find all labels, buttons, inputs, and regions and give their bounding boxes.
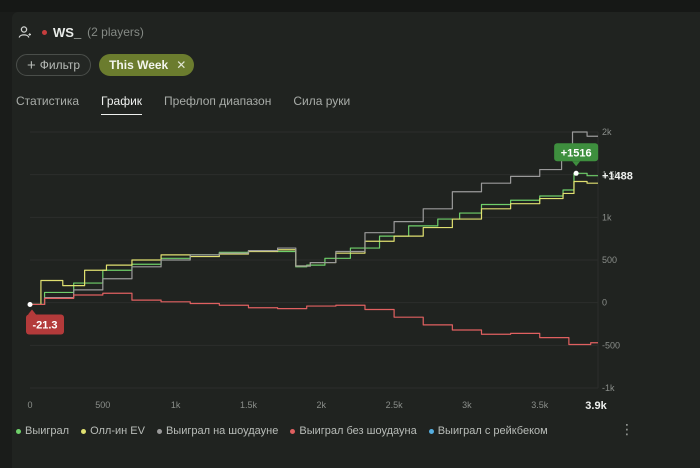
legend-item[interactable]: Выиграл с рейкбеком xyxy=(428,425,548,437)
x-tick-label: 2.5k xyxy=(386,400,404,410)
player-header: WS_ (2 players) xyxy=(18,22,144,42)
players-count: (2 players) xyxy=(87,25,144,39)
tab-bar: Статистика График Префлоп диапазон Сила … xyxy=(16,94,350,115)
x-tick-label: 0 xyxy=(27,400,32,410)
player-name[interactable]: WS_ xyxy=(53,24,82,40)
tab-statistics[interactable]: Статистика xyxy=(16,94,80,108)
peak-callout xyxy=(554,143,599,162)
legend-label: Выиграл с рейкбеком xyxy=(437,425,548,437)
x-tick-label: 2k xyxy=(317,400,327,410)
series-line xyxy=(30,131,598,306)
legend-item[interactable]: Выиграл xyxy=(16,425,69,437)
top-strip xyxy=(0,0,700,12)
start-callout xyxy=(26,314,64,335)
y-tick-label: -500 xyxy=(602,340,620,350)
legend-label: Выиграл без шоудауна xyxy=(299,425,417,437)
peak-label: +1516 xyxy=(561,147,592,159)
peak-callout-arrow xyxy=(572,161,581,167)
user-icon xyxy=(18,26,31,38)
add-filter-button[interactable]: + Фильтр xyxy=(16,54,92,76)
end-value-label: +1488 xyxy=(602,171,633,183)
legend-label: Выиграл xyxy=(25,425,70,437)
this-week-label: This Week xyxy=(109,58,169,72)
start-marker xyxy=(27,301,33,307)
start-callout-arrow xyxy=(28,309,36,315)
legend-label: Олл-ин EV xyxy=(90,425,145,437)
peak-marker xyxy=(573,170,579,176)
y-tick-label: 0 xyxy=(602,298,607,308)
tab-hand-strength[interactable]: Сила руки xyxy=(293,94,351,108)
legend-dot-icon xyxy=(16,428,21,434)
tab-graph[interactable]: График xyxy=(101,94,143,115)
x-tick-label: 3.5k xyxy=(531,400,549,410)
x-max-label: 3.9k xyxy=(585,400,607,412)
series-line xyxy=(30,292,598,346)
x-tick-label: 1k xyxy=(171,400,181,410)
legend-label: Выиграл на шоудауне xyxy=(165,425,279,437)
filter-chips: + Фильтр This Week ✕ xyxy=(16,54,195,76)
legend-item[interactable]: Олл-ин EV xyxy=(81,425,145,437)
legend-dot-icon xyxy=(81,428,87,434)
player-graph-panel xyxy=(12,12,700,468)
y-tick-label: 1.5k xyxy=(602,170,620,180)
legend-item[interactable]: Выиграл без шоудауна xyxy=(290,425,417,437)
x-tick-label: 500 xyxy=(95,400,110,410)
more-options-icon[interactable]: ⋮ xyxy=(620,421,634,437)
start-label: -21.3 xyxy=(32,319,57,331)
x-tick-label: 1.5k xyxy=(240,400,258,410)
legend-dot-icon xyxy=(290,428,296,434)
y-tick-label: 2k xyxy=(602,127,612,137)
close-icon[interactable]: ✕ xyxy=(176,58,187,72)
x-tick-label: 3k xyxy=(462,400,472,410)
y-tick-label: -1k xyxy=(602,383,615,393)
tab-preflop-range[interactable]: Префлоп диапазон xyxy=(164,94,272,108)
legend-dot-icon xyxy=(428,428,434,434)
legend-dot-icon xyxy=(156,428,162,434)
series-line xyxy=(30,172,598,306)
legend-item[interactable]: Выиграл на шоудауне xyxy=(156,425,279,437)
plus-icon: + xyxy=(27,56,36,74)
status-dot xyxy=(42,29,47,35)
y-tick-label: 1k xyxy=(602,212,612,222)
chart-legend: Выиграл Олл-ин EV Выиграл на шоудауне Выигр… xyxy=(16,425,548,437)
this-week-filter-chip[interactable]: This Week ✕ xyxy=(99,54,195,76)
add-filter-label: Фильтр xyxy=(39,58,81,72)
y-tick-label: 500 xyxy=(602,255,617,265)
